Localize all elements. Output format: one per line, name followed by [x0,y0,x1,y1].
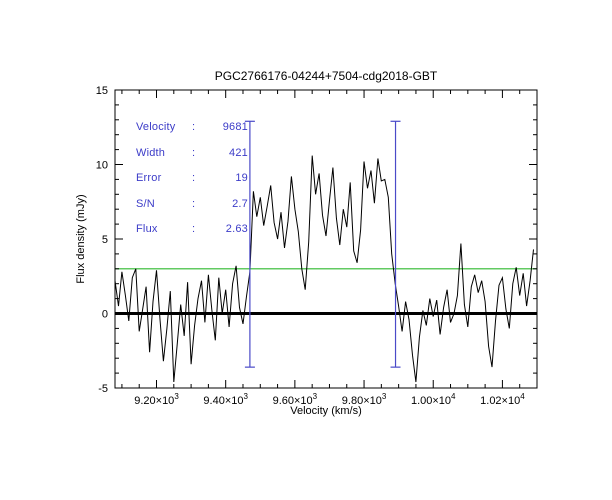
annotation-colon: : [192,223,196,235]
y-tick-label: -5 [98,383,108,395]
y-axis-label: Flux density (mJy) [75,194,87,283]
annotation-value: 421 [229,146,248,159]
annotation-line: S/N: 2.7 [136,198,248,224]
annotation-value: 19 [235,172,248,184]
y-tick-label: 10 [96,160,108,172]
annotation-block: Velocity: 9681 Width: 421 Error: 19 S/N: 2.7 Flu… [136,121,248,249]
annotation-colon: : [192,197,196,210]
y-tick-label: 15 [96,85,108,97]
x-tick-label: 9.20×103 [134,392,179,407]
annotation-value: 2.7 [232,197,248,210]
x-tick-label: 9.60×103 [273,392,318,407]
annotation-value: 9681 [222,121,248,133]
y-tick-label: 5 [102,234,108,246]
x-tick-label: 1.02×104 [480,392,525,407]
x-tick-label: 1.00×104 [411,392,456,407]
annotation-name: Error [136,172,162,184]
x-tick-label: 9.80×103 [342,392,387,407]
annotation-name: Velocity [136,121,176,133]
annotation-colon: : [192,172,196,184]
annotation-line: Velocity: 9681 [136,121,248,147]
annotation-line: Width: 421 [136,147,248,173]
y-tick-label: 0 [102,309,108,321]
annotation-colon: : [192,146,196,159]
x-axis-label: Velocity (km/s) [290,405,362,417]
annotation-name: Flux [136,223,158,235]
annotation-line: Error: 19 [136,172,248,198]
chart-title: PGC2766176-04244+7504-cdg2018-GBT [215,69,438,83]
x-tick-label: 9.40×103 [203,392,248,407]
annotation-value: 2.63 [225,223,248,235]
annotation-name: S/N [136,197,155,210]
annotation-line: Flux: 2.63 [136,223,248,249]
annotation-name: Width [136,146,166,159]
plot-area: 9.20×103 9.40×103 9.60×103 9.80×103 1.00×104… [96,85,538,407]
annotation-colon: : [192,121,196,133]
